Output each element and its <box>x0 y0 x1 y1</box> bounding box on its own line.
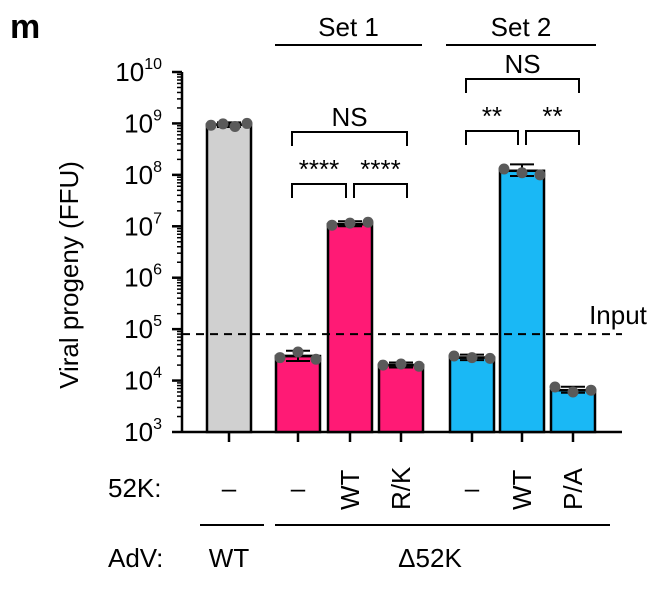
data-point <box>274 352 286 364</box>
y-axis-label: Viral progeny (FFU) <box>54 161 84 389</box>
data-point <box>362 216 374 228</box>
k52-label: – <box>291 473 306 503</box>
panel-label: m <box>10 8 40 46</box>
significance-bracket <box>465 78 580 93</box>
data-point <box>344 217 356 229</box>
data-point <box>466 352 478 364</box>
data-point <box>217 118 229 130</box>
k52-label: – <box>222 473 237 503</box>
significance-label: **** <box>360 154 400 184</box>
k52-label: WT <box>335 469 365 510</box>
y-tick-label: 105 <box>124 313 162 344</box>
data-point <box>413 360 425 372</box>
y-tick-label: 103 <box>124 416 162 447</box>
data-point <box>205 119 217 131</box>
significance-label: ** <box>482 101 502 131</box>
y-tick-label: 1010 <box>115 56 162 87</box>
y-tick-label: 109 <box>124 107 162 138</box>
data-point <box>377 359 389 371</box>
data-point <box>585 384 597 396</box>
data-point <box>534 169 546 181</box>
y-tick-label: 104 <box>124 365 162 396</box>
y-axis: 103 104 105 106 107 108 109 1010 <box>115 56 622 447</box>
bars <box>205 117 597 434</box>
adv-label: WT <box>209 543 250 573</box>
y-tick-label: 106 <box>124 262 162 293</box>
k52-label: WT <box>507 469 537 510</box>
significance-brackets: **** ****NS ** **NS <box>291 49 580 198</box>
significance-bracket <box>465 130 519 145</box>
bar <box>377 363 425 434</box>
data-point <box>448 350 460 362</box>
data-point <box>567 386 579 398</box>
k52-label: R/K <box>386 466 416 510</box>
data-point <box>229 121 241 133</box>
data-point <box>292 346 304 358</box>
y-tick-label: 107 <box>124 210 162 241</box>
significance-bracket <box>353 183 408 198</box>
input-line: Input <box>182 300 648 336</box>
data-point <box>484 352 496 364</box>
set-labels: Set 1 Set 2 <box>275 12 596 46</box>
data-point <box>498 163 510 175</box>
data-point <box>516 167 528 179</box>
significance-label: NS <box>504 49 540 79</box>
y-tick-label: 108 <box>124 159 162 190</box>
set-label: Set 1 <box>318 12 379 42</box>
k52-row-label: 52K: <box>108 473 162 503</box>
bar <box>498 169 546 434</box>
significance-bracket <box>291 183 347 198</box>
adv-label: Δ52K <box>398 543 462 573</box>
adv-row-label: AdV: <box>108 543 163 573</box>
bar <box>205 123 253 434</box>
k52-label: P/A <box>558 467 588 510</box>
significance-bracket <box>525 130 580 145</box>
bar <box>448 356 496 434</box>
set-label: Set 2 <box>491 12 552 42</box>
data-point <box>310 353 322 365</box>
data-point <box>326 219 338 231</box>
bar <box>326 222 374 434</box>
data-point <box>549 381 561 393</box>
bar <box>549 388 597 434</box>
input-label: Input <box>589 300 648 330</box>
bar <box>274 354 322 434</box>
significance-label: NS <box>331 102 367 132</box>
data-point <box>241 117 253 129</box>
significance-label: ** <box>542 101 562 131</box>
significance-bracket <box>291 131 408 146</box>
data-point <box>395 358 407 370</box>
significance-label: **** <box>299 154 339 184</box>
k52-label: – <box>465 473 480 503</box>
